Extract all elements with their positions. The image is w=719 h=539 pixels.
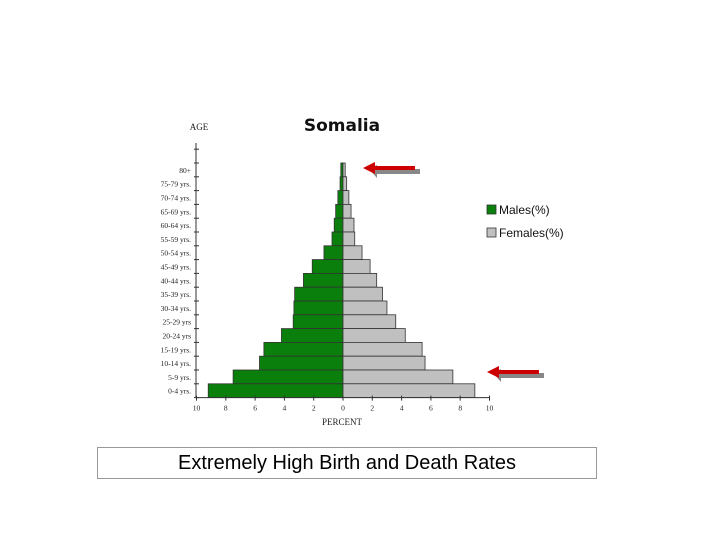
male-bar <box>259 355 344 371</box>
y-tick-label: 0-4 yrs. <box>168 387 191 396</box>
male-bar <box>335 203 344 219</box>
x-tick-label: 10 <box>193 404 201 413</box>
female-bar <box>342 203 352 219</box>
y-tick-label: 5-9 yrs. <box>168 373 191 382</box>
y-tick-label: 50-54 yrs. <box>161 249 192 258</box>
y-tick-label: 15-19 yrs. <box>161 345 192 354</box>
y-tick-label: 30-34 yrs. <box>161 304 192 313</box>
female-bar <box>342 190 350 205</box>
arrow-shadow <box>493 369 544 382</box>
x-tick-label: 6 <box>429 404 433 413</box>
male-bar <box>232 369 344 385</box>
female-bar <box>342 217 355 233</box>
female-bar <box>342 314 397 329</box>
chart-title: Somalia <box>304 116 380 136</box>
female-bar <box>342 245 363 261</box>
red-arrow-icon <box>363 162 415 174</box>
male-bar <box>292 314 344 329</box>
male-bar <box>311 259 344 274</box>
y-tick-label: 65-69 yrs. <box>161 207 192 216</box>
legend-swatch <box>486 227 497 238</box>
y-tick-label: 25-29 yrs <box>162 318 191 327</box>
male-bar <box>303 272 344 288</box>
female-bar <box>342 369 454 385</box>
female-bar <box>342 328 406 343</box>
y-tick-label: 20-24 yrs <box>162 332 191 341</box>
male-bar <box>331 231 344 247</box>
slide-caption: Extremely High Birth and Death Rates <box>97 447 597 479</box>
y-tick-label: 45-49 yrs. <box>161 263 192 272</box>
male-bar <box>339 176 344 192</box>
female-bar <box>342 176 348 192</box>
x-tick-label: 6 <box>253 404 257 413</box>
legend-swatch <box>486 204 497 215</box>
y-tick-label: 10-14 yrs. <box>161 359 192 368</box>
x-tick-label: 0 <box>341 404 345 413</box>
male-bar <box>333 217 344 233</box>
female-bar <box>342 383 476 398</box>
arrow-shadow <box>369 165 420 178</box>
female-bar <box>342 341 423 357</box>
male-bar <box>207 383 344 398</box>
male-bar <box>263 341 344 357</box>
female-bar <box>342 300 388 316</box>
male-bar <box>337 190 344 205</box>
y-axis-label: AGE <box>190 122 209 132</box>
male-bar <box>294 286 344 302</box>
y-tick-label: 70-74 yrs. <box>161 194 192 203</box>
female-bar <box>342 231 356 247</box>
female-bar <box>342 286 383 302</box>
x-tick-label: 4 <box>400 404 404 413</box>
male-bar <box>293 300 344 316</box>
male-bar <box>281 328 344 343</box>
male-bar <box>323 245 344 261</box>
x-tick-label: 10 <box>486 404 494 413</box>
legend-label: Females(%) <box>499 226 564 240</box>
red-arrow-icon <box>487 366 539 378</box>
x-tick-label: 8 <box>224 404 228 413</box>
y-tick-label: 60-64 yrs. <box>161 221 192 230</box>
x-tick-label: 2 <box>312 404 316 413</box>
female-bar <box>342 162 346 178</box>
x-tick-label: 2 <box>370 404 374 413</box>
y-tick-label: 40-44 yrs. <box>161 276 192 285</box>
y-tick-label: 55-59 yrs. <box>161 235 192 244</box>
y-tick-label: 80+ <box>179 166 191 175</box>
female-bar <box>342 259 371 274</box>
female-bar <box>342 272 378 288</box>
female-bar <box>342 355 426 371</box>
x-tick-label: 8 <box>458 404 462 413</box>
x-axis-label: PERCENT <box>322 417 363 427</box>
x-tick-label: 4 <box>283 404 287 413</box>
legend-label: Males(%) <box>499 203 550 217</box>
y-tick-label: 75-79 yrs. <box>161 180 192 189</box>
y-tick-label: 35-39 yrs. <box>161 290 192 299</box>
